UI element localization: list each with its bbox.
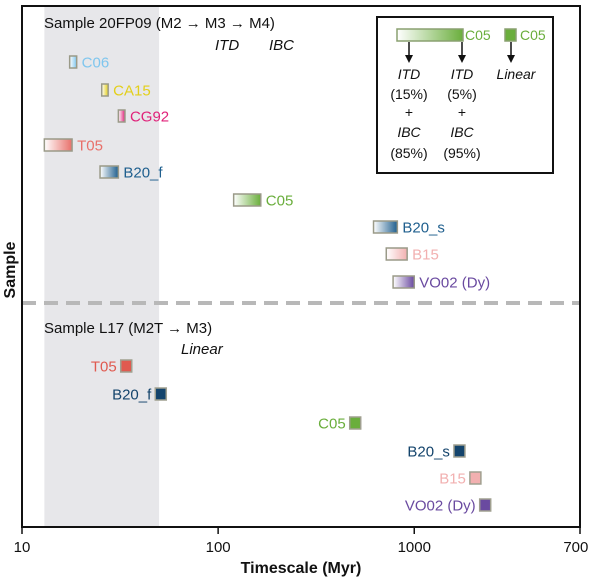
panel2-subtitle-linear: Linear <box>181 341 224 358</box>
legend-item1-pct1: (15%) <box>390 86 427 102</box>
legend-item3-model: Linear <box>497 66 537 82</box>
range-bar-ca15 <box>100 83 109 97</box>
legend-item1-model2: IBC <box>397 124 421 140</box>
legend-square-marker <box>504 28 517 42</box>
plot-frame <box>21 5 581 528</box>
legend-item1-model: ITD <box>398 66 421 82</box>
legend-arrowhead-3 <box>507 55 515 63</box>
legend-range-bar <box>396 28 464 42</box>
legend-item2-pct1: (5%) <box>447 86 477 102</box>
series-label-b15: B15 <box>412 247 439 264</box>
x-tick-label: 7000 <box>563 539 589 556</box>
series-label-c05: C05 <box>318 416 346 433</box>
panel1-subtitle-itd: ITD <box>215 37 239 54</box>
marker-c05 <box>348 416 362 430</box>
marker-t05 <box>119 359 133 373</box>
series-label-vo02-dy: VO02 (Dy) <box>405 498 476 515</box>
legend-item2-pct2: (95%) <box>443 145 480 161</box>
x-ticks: 10 100 1000 7000 <box>14 527 589 556</box>
marker-vo02-dy <box>478 498 492 512</box>
legend-item1-plus: + <box>405 104 413 120</box>
y-axis-label: Sample <box>2 241 19 298</box>
range-bar-c05 <box>232 193 262 207</box>
series-label-vo02-dy: VO02 (Dy) <box>419 275 490 292</box>
marker-b20-s <box>453 444 466 458</box>
x-axis-label: Timescale (Myr) <box>241 560 362 577</box>
range-bar-t05 <box>43 138 73 152</box>
legend-item1-pct2: (85%) <box>390 145 427 161</box>
series-label-t05: T05 <box>91 359 117 376</box>
series-label-c06: C06 <box>82 55 110 72</box>
series-label-b20-f: B20_f <box>112 387 152 404</box>
series-label-b15: B15 <box>439 471 466 488</box>
series-label-b20-s: B20_s <box>407 444 450 461</box>
legend-range-label: C05 <box>465 27 491 43</box>
series-label-cg92: CG92 <box>130 109 169 126</box>
legend-item2-plus: + <box>458 104 466 120</box>
series-label-b20-s: B20_s <box>402 220 445 237</box>
legend-arrowhead-1 <box>405 55 413 63</box>
legend-arrowhead-2 <box>458 55 466 63</box>
range-bar-b20-s <box>372 220 399 234</box>
legend-item2-model2: IBC <box>450 124 474 140</box>
panel2-title: Sample L17 (M2T → M3) <box>44 320 212 337</box>
legend-item2-model: ITD <box>451 66 474 82</box>
panel1-subtitle-ibc: IBC <box>269 37 294 54</box>
range-bar-b20-f <box>99 165 120 179</box>
panel1-title: Sample 20FP09 (M2 → M3 → M4) <box>44 15 275 32</box>
series-label-ca15: CA15 <box>113 83 151 100</box>
legend-frame <box>376 16 554 174</box>
series-label-c05: C05 <box>266 193 294 210</box>
legend-square-label: C05 <box>520 27 546 43</box>
x-tick-label: 1000 <box>398 539 431 556</box>
series-label-b20-f: B20_f <box>123 165 163 182</box>
range-bar-vo02-dy <box>392 275 416 289</box>
range-bar-cg92 <box>117 109 126 123</box>
marker-b20-f <box>154 387 168 401</box>
series-label-t05: T05 <box>77 138 103 155</box>
range-bar-b15 <box>385 247 408 261</box>
range-bar-c06 <box>68 55 78 69</box>
legend: C05 C05 ITD (15%) + IBC (85%) ITD (5%) +… <box>376 16 554 174</box>
x-tick-label: 100 <box>206 539 231 556</box>
x-tick-label: 10 <box>14 539 31 556</box>
marker-b15 <box>469 471 482 485</box>
